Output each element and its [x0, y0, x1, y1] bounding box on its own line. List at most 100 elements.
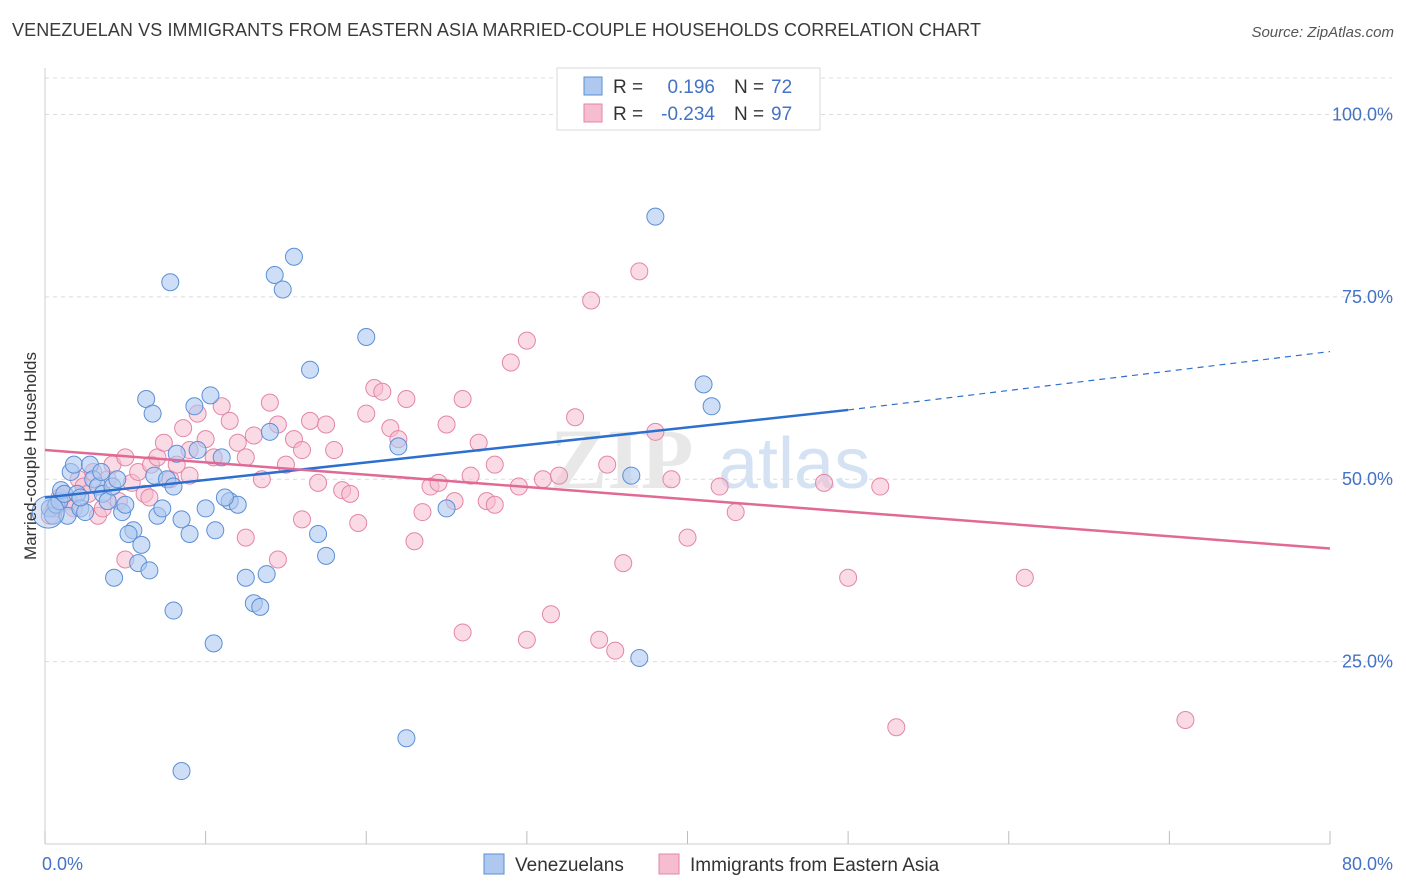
- data-point-venezuelans: [172, 762, 191, 781]
- data-point-asia: [614, 554, 633, 573]
- data-point-venezuelans: [257, 565, 276, 584]
- data-point-venezuelans: [143, 404, 162, 423]
- data-point-asia: [815, 473, 834, 492]
- data-point-asia: [871, 477, 890, 496]
- data-point-asia: [140, 488, 159, 507]
- data-point-asia: [582, 291, 601, 310]
- data-point-venezuelans: [397, 729, 416, 748]
- data-point-asia: [301, 411, 320, 430]
- data-point-asia: [429, 473, 448, 492]
- y-tick-labels: 25.0% 50.0% 75.0% 100.0%: [1332, 104, 1393, 671]
- data-point-asia: [606, 641, 625, 660]
- data-point-venezuelans: [646, 207, 665, 226]
- stats-r-label-asia: R =: [613, 104, 643, 125]
- data-point-asia: [154, 433, 173, 452]
- data-point-venezuelans: [64, 455, 83, 474]
- data-point-venezuelans: [215, 488, 234, 507]
- data-point-asia: [405, 532, 424, 551]
- data-point-venezuelans: [236, 568, 255, 587]
- data-point-asia: [236, 528, 255, 547]
- data-point-asia: [887, 718, 906, 737]
- data-point-asia: [541, 605, 560, 624]
- data-point-venezuelans: [172, 510, 191, 529]
- data-point-asia: [630, 262, 649, 281]
- data-point-asia: [453, 389, 472, 408]
- data-point-venezuelans: [180, 524, 199, 543]
- stats-legend: R = 0.196 N = 72 R = -0.234 N = 97: [556, 67, 821, 131]
- data-point-asia: [317, 415, 336, 434]
- data-point-venezuelans: [204, 634, 223, 653]
- data-point-asia: [220, 411, 239, 430]
- bottom-legend: Venezuelans Immigrants from Eastern Asia: [483, 853, 940, 876]
- series-venezuelans-points: [31, 207, 721, 781]
- data-point-asia: [678, 528, 697, 547]
- data-point-venezuelans: [108, 470, 127, 489]
- trend-lines: [44, 350, 1331, 550]
- data-point-asia: [413, 503, 432, 522]
- data-point-venezuelans: [622, 466, 641, 485]
- data-point-venezuelans: [116, 495, 135, 514]
- data-point-asia: [341, 484, 360, 503]
- legend-swatch-asia: [658, 853, 680, 875]
- stats-r-label-venezuelans: R =: [613, 77, 643, 98]
- chart-title: VENEZUELAN VS IMMIGRANTS FROM EASTERN AS…: [12, 20, 982, 40]
- stats-n-value-asia: 97: [771, 104, 792, 125]
- data-point-venezuelans: [630, 648, 649, 667]
- data-point-venezuelans: [301, 360, 320, 379]
- data-point-venezuelans: [71, 488, 90, 507]
- data-point-venezuelans: [284, 247, 303, 266]
- trend-line-asia: [44, 448, 1331, 550]
- stats-r-value-venezuelans: 0.196: [667, 77, 715, 98]
- data-point-asia: [260, 393, 279, 412]
- data-point-venezuelans: [196, 499, 215, 518]
- data-point-asia: [212, 397, 231, 416]
- data-point-venezuelans: [201, 386, 220, 405]
- data-point-asia: [453, 623, 472, 642]
- data-point-venezuelans: [694, 375, 713, 394]
- data-point-asia: [517, 630, 536, 649]
- data-point-venezuelans: [206, 521, 225, 540]
- y-tick-label: 25.0%: [1342, 652, 1393, 672]
- stats-n-label-venezuelans: N =: [734, 77, 764, 98]
- data-point-venezuelans: [92, 462, 111, 481]
- data-point-venezuelans: [140, 561, 159, 580]
- data-point-asia: [268, 550, 287, 569]
- data-point-asia: [461, 466, 480, 485]
- trend-line-venezuelans: [44, 408, 849, 499]
- data-point-venezuelans: [164, 477, 183, 496]
- data-point-asia: [533, 470, 552, 489]
- data-point-asia: [662, 470, 681, 489]
- data-point-asia: [236, 448, 255, 467]
- data-point-asia: [1015, 568, 1034, 587]
- data-point-asia: [726, 503, 745, 522]
- stats-legend-swatch-asia: [583, 103, 603, 123]
- data-point-venezuelans: [167, 444, 186, 463]
- data-point-venezuelans: [212, 448, 231, 467]
- y-tick-label: 75.0%: [1342, 287, 1393, 307]
- data-point-venezuelans: [188, 441, 207, 460]
- data-point-venezuelans: [357, 327, 376, 346]
- data-point-asia: [590, 630, 609, 649]
- data-point-venezuelans: [260, 422, 279, 441]
- data-point-asia: [309, 473, 328, 492]
- data-point-asia: [293, 510, 311, 529]
- data-point-venezuelans: [309, 524, 328, 543]
- data-point-asia: [325, 441, 344, 460]
- legend-label-venezuelans: Venezuelans: [515, 855, 624, 876]
- y-tick-label: 100.0%: [1332, 104, 1393, 124]
- stats-n-value-venezuelans: 72: [771, 77, 792, 98]
- data-point-asia: [710, 477, 729, 496]
- stats-r-value-asia: -0.234: [661, 104, 715, 125]
- x-ticks: [44, 831, 1331, 844]
- data-point-venezuelans: [389, 437, 408, 456]
- data-point-asia: [839, 568, 858, 587]
- x-tick-label-max: 80.0%: [1342, 854, 1393, 874]
- data-point-venezuelans: [164, 601, 183, 620]
- data-point-venezuelans: [105, 568, 124, 587]
- data-point-asia: [228, 433, 247, 452]
- data-point-asia: [1176, 710, 1195, 729]
- data-point-venezuelans: [119, 524, 138, 543]
- data-point-venezuelans: [161, 273, 180, 292]
- data-point-asia: [349, 514, 368, 533]
